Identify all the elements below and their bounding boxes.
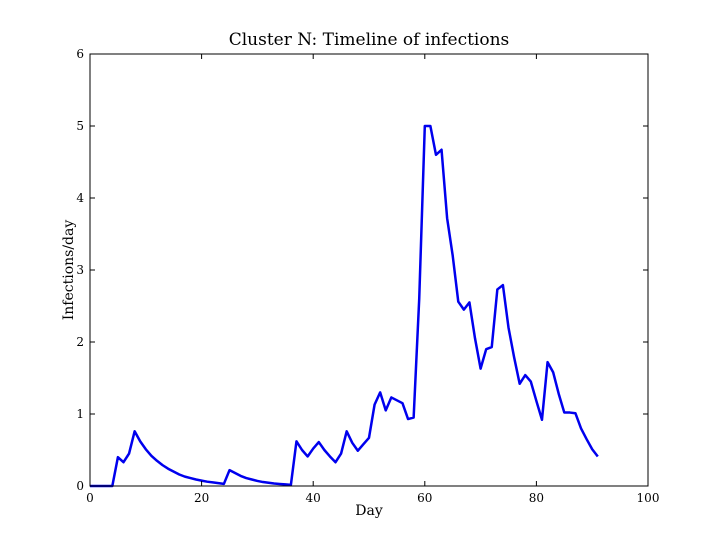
- y-tick-label: 6: [76, 47, 84, 61]
- y-tick-label: 0: [76, 479, 84, 493]
- x-tick-label: 100: [637, 491, 660, 505]
- x-tick-label: 60: [417, 491, 432, 505]
- x-tick-label: 80: [529, 491, 544, 505]
- x-axis-label: Day: [355, 503, 383, 519]
- x-tick-label: 40: [306, 491, 321, 505]
- y-axis-label: Infections/day: [61, 220, 77, 321]
- y-tick-label: 5: [76, 119, 84, 133]
- y-tick-label: 2: [76, 335, 84, 349]
- chart-title: Cluster N: Timeline of infections: [229, 30, 510, 50]
- series-line-1: [90, 124, 599, 488]
- plot-area: 0 20 40 60 80 100 0 1 2 3 4 5 6: [76, 47, 659, 505]
- y-tick-label: 3: [76, 263, 84, 277]
- y-tick-label: 1: [76, 407, 84, 421]
- y-tick-label: 4: [76, 191, 84, 205]
- x-tick-label: 20: [194, 491, 209, 505]
- x-tick-label: 0: [86, 491, 94, 505]
